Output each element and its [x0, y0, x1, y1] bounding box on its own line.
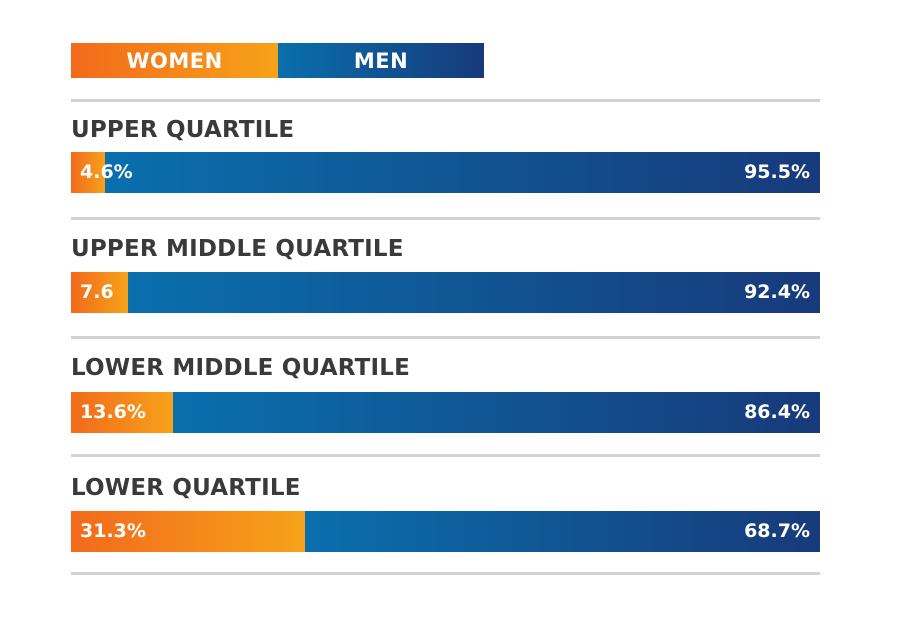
value-label-women-lower-quartile: 31.3%: [80, 520, 146, 542]
bar-men-lower-quartile: [305, 511, 820, 552]
divider-top: [71, 99, 820, 102]
divider-row-3: [71, 454, 820, 457]
bar-women-upper-middle-quartile: [71, 272, 128, 313]
legend-women-label: WOMEN: [126, 48, 223, 73]
legend: WOMEN MEN: [71, 43, 484, 78]
row-title-lower-middle-quartile: LOWER MIDDLE QUARTILE: [71, 355, 411, 381]
bar-women-lower-middle-quartile: [71, 392, 173, 433]
row-title-upper-quartile: UPPER QUARTILE: [71, 117, 295, 143]
bar-lower-quartile: 31.3% 68.7%: [71, 511, 820, 552]
row-title-lower-quartile: LOWER QUARTILE: [71, 475, 301, 501]
bar-men-upper-quartile: [105, 152, 820, 193]
divider-bottom: [71, 572, 820, 575]
legend-men: MEN: [278, 43, 484, 78]
value-label-women-lower-middle-quartile: 13.6%: [80, 401, 146, 423]
value-label-men-lower-middle-quartile: 86.4%: [744, 401, 810, 423]
legend-men-label: MEN: [353, 48, 409, 73]
value-label-men-upper-middle-quartile: 92.4%: [744, 281, 810, 303]
bar-men-lower-middle-quartile: [172, 392, 820, 433]
bar-upper-quartile: 4.6% 95.5%: [71, 152, 820, 193]
divider-row-1: [71, 217, 820, 220]
value-label-women-upper-middle-quartile: 7.6: [80, 281, 114, 303]
value-label-men-lower-quartile: 68.7%: [744, 520, 810, 542]
legend-women: WOMEN: [71, 43, 278, 78]
row-title-upper-middle-quartile: UPPER MIDDLE QUARTILE: [71, 236, 404, 262]
bar-women-lower-quartile: [71, 511, 306, 552]
bar-lower-middle-quartile: 13.6% 86.4%: [71, 392, 820, 433]
bar-upper-middle-quartile: 7.6 92.4%: [71, 272, 820, 313]
bar-men-upper-middle-quartile: [127, 272, 820, 313]
divider-row-2: [71, 336, 820, 339]
value-label-men-upper-quartile: 95.5%: [744, 161, 810, 183]
value-label-women-upper-quartile: 4.6%: [80, 161, 133, 183]
bar-women-upper-quartile: [71, 152, 106, 193]
